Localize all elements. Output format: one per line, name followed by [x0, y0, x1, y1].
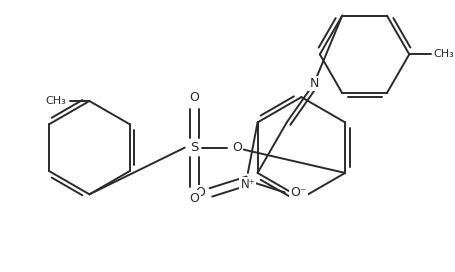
- Text: CH₃: CH₃: [46, 96, 66, 106]
- Text: N: N: [309, 77, 318, 90]
- Text: CH₃: CH₃: [434, 49, 455, 59]
- Text: O: O: [232, 141, 242, 154]
- Text: O: O: [195, 186, 205, 199]
- Text: N⁺: N⁺: [240, 178, 255, 191]
- Text: O: O: [189, 192, 199, 205]
- Text: O⁻: O⁻: [291, 186, 307, 199]
- Text: O: O: [189, 91, 199, 104]
- Text: S: S: [190, 141, 199, 154]
